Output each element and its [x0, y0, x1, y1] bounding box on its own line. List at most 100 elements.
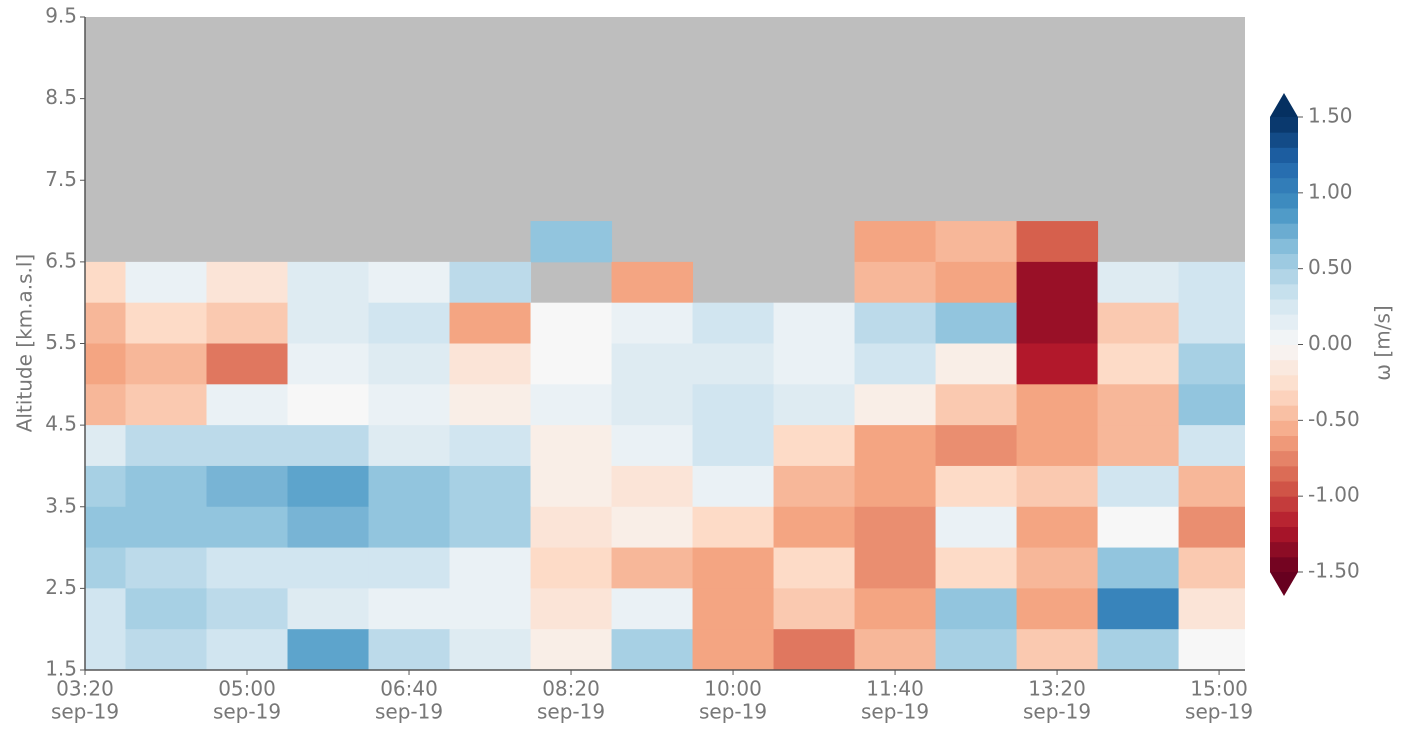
colorbar-band: [1270, 435, 1298, 452]
contour-cell: [85, 588, 127, 630]
contour-cell: [85, 384, 127, 426]
colorbar-band: [1270, 329, 1298, 345]
contour-cell: [206, 506, 289, 549]
contour-cell: [1178, 343, 1245, 385]
y-tick-label: 4.5: [45, 412, 77, 436]
contour-cell: [935, 384, 1018, 426]
colorbar-band: [1270, 374, 1298, 391]
contour-cell: [449, 425, 532, 467]
colorbar-band: [1270, 526, 1298, 543]
contour-cell: [854, 465, 937, 508]
contour-cell: [530, 221, 613, 263]
colorbar-tick-label: -1.50: [1308, 559, 1360, 583]
contour-cell: [1016, 506, 1099, 549]
contour-cell: [449, 547, 532, 589]
colorbar-tick-label: 0.50: [1308, 255, 1353, 279]
contour-cell: [1097, 547, 1180, 589]
contour-cell: [692, 629, 775, 670]
contour-cell: [1016, 629, 1099, 670]
y-axis-label: Altitude [km.a.s.l]: [13, 254, 37, 433]
contour-cell: [935, 261, 1018, 304]
contour-cell: [1016, 302, 1099, 344]
contour-cell: [773, 425, 856, 467]
contour-cell: [611, 425, 694, 467]
x-tick-label: 10:00: [704, 677, 762, 701]
y-tick-label: 2.5: [45, 575, 77, 599]
contour-cell: [1097, 384, 1180, 426]
contour-cell: [1178, 302, 1245, 344]
contour-field: [85, 17, 1245, 670]
contour-cell: [206, 384, 289, 426]
contour-cell: [1178, 629, 1245, 670]
y-tick-label: 6.5: [45, 248, 77, 272]
contour-cell: [692, 343, 775, 385]
contour-cell: [368, 343, 451, 385]
contour-cell: [935, 588, 1018, 630]
contour-cell: [935, 547, 1018, 589]
colorbar-band: [1270, 192, 1298, 209]
contour-cell: [773, 465, 856, 508]
contour-cell: [935, 302, 1018, 344]
x-tick-label: 13:20: [1028, 677, 1086, 701]
contour-cell: [449, 261, 532, 304]
colorbar-band: [1270, 450, 1298, 467]
contour-cell: [854, 343, 937, 385]
x-tick-sublabel: sep-19: [1185, 700, 1253, 724]
contour-cell: [1097, 425, 1180, 467]
contour-cell: [85, 343, 127, 385]
contour-cell: [125, 384, 208, 426]
x-tick-label: 15:00: [1190, 677, 1248, 701]
x-tick-sublabel: sep-19: [51, 700, 119, 724]
contour-cell: [287, 425, 370, 467]
colorbar-band: [1270, 208, 1298, 224]
contour-cell: [935, 629, 1018, 670]
contour-cell: [125, 302, 208, 344]
contour-cell: [530, 588, 613, 630]
contour-cell: [368, 384, 451, 426]
colorbar-tick-label: 1.50: [1308, 104, 1353, 128]
contour-cell: [125, 506, 208, 549]
contour-cell: [449, 384, 532, 426]
contour-cell: [611, 343, 694, 385]
contour-cell: [1178, 588, 1245, 630]
colorbar-tick-label: 1.00: [1308, 179, 1353, 203]
x-tick-sublabel: sep-19: [699, 700, 767, 724]
contour-cell: [1178, 425, 1245, 467]
contour-cell: [692, 302, 775, 344]
contour-cell: [449, 588, 532, 630]
contour-cell: [368, 465, 451, 508]
contour-cell: [935, 425, 1018, 467]
contour-cell: [1016, 465, 1099, 508]
contour-cell: [935, 221, 1018, 263]
contour-cell: [935, 465, 1018, 508]
contour-cell: [854, 384, 937, 426]
contour-cell: [85, 261, 127, 304]
contour-cell: [1178, 261, 1245, 304]
contour-cell: [854, 629, 937, 670]
contour-cell: [854, 547, 937, 589]
contour-cell: [1178, 547, 1245, 589]
contour-cell: [1097, 261, 1180, 304]
contour-cell: [692, 465, 775, 508]
contour-cell: [1178, 506, 1245, 549]
contour-cell: [287, 547, 370, 589]
colorbar-band: [1270, 541, 1298, 558]
contour-cell: [287, 384, 370, 426]
y-tick-label: 9.5: [45, 4, 77, 28]
contour-cell: [935, 343, 1018, 385]
contour-cell: [206, 302, 289, 344]
contour-cell: [854, 425, 937, 467]
contour-cell: [692, 506, 775, 549]
colorbar-extend-min: [1270, 572, 1298, 596]
contour-cell: [773, 384, 856, 426]
x-tick-sublabel: sep-19: [861, 700, 929, 724]
contour-cell: [449, 506, 532, 549]
contour-cell: [85, 425, 127, 467]
contour-cell: [1178, 465, 1245, 508]
colorbar-band: [1270, 253, 1298, 270]
contour-cell: [692, 547, 775, 589]
contour-cell: [449, 465, 532, 508]
contour-cell: [1016, 425, 1099, 467]
contour-cell: [287, 343, 370, 385]
contour-cell: [206, 465, 289, 508]
